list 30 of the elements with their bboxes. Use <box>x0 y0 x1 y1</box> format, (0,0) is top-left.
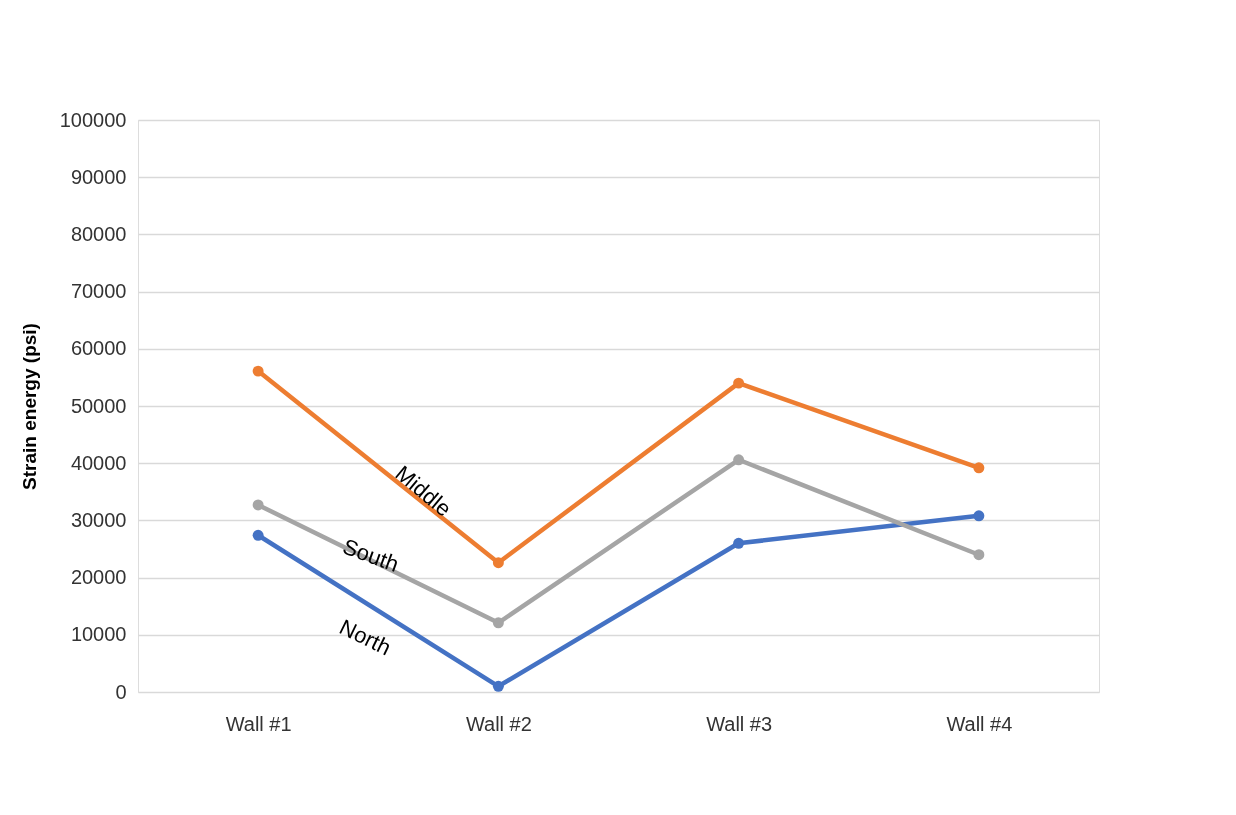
y-tick-label: 100000 <box>59 108 127 131</box>
point <box>973 549 985 561</box>
point <box>252 529 264 541</box>
x-tick-label: Wall #3 <box>706 712 773 735</box>
y-tick-label: 80000 <box>70 222 127 245</box>
y-tick-label: 60000 <box>70 337 127 360</box>
x-tick-label: Wall #2 <box>465 712 532 735</box>
text: South <box>339 533 403 577</box>
y-tick-label: 10000 <box>70 623 127 646</box>
y-tick-label: 50000 <box>70 394 127 417</box>
text: North <box>335 614 395 661</box>
point <box>973 510 985 522</box>
point <box>492 557 504 569</box>
y-tick-label: 20000 <box>70 566 127 589</box>
y-tick-label: 0 <box>115 680 127 703</box>
point <box>973 462 985 474</box>
y-tick-label: 70000 <box>70 280 127 303</box>
x-tick-label: Wall #1 <box>225 712 292 735</box>
y-tick-label: 30000 <box>70 508 127 531</box>
y-tick-label: 40000 <box>70 451 127 474</box>
point <box>733 377 745 389</box>
point <box>252 365 264 377</box>
point <box>733 537 745 549</box>
point <box>733 454 745 466</box>
y-tick-label: 90000 <box>70 165 127 188</box>
point <box>492 680 504 692</box>
y-axis-title: Strain energy (psi) <box>18 323 40 490</box>
point <box>492 617 504 629</box>
x-tick-label: Wall #4 <box>946 712 1013 735</box>
point <box>252 499 264 511</box>
